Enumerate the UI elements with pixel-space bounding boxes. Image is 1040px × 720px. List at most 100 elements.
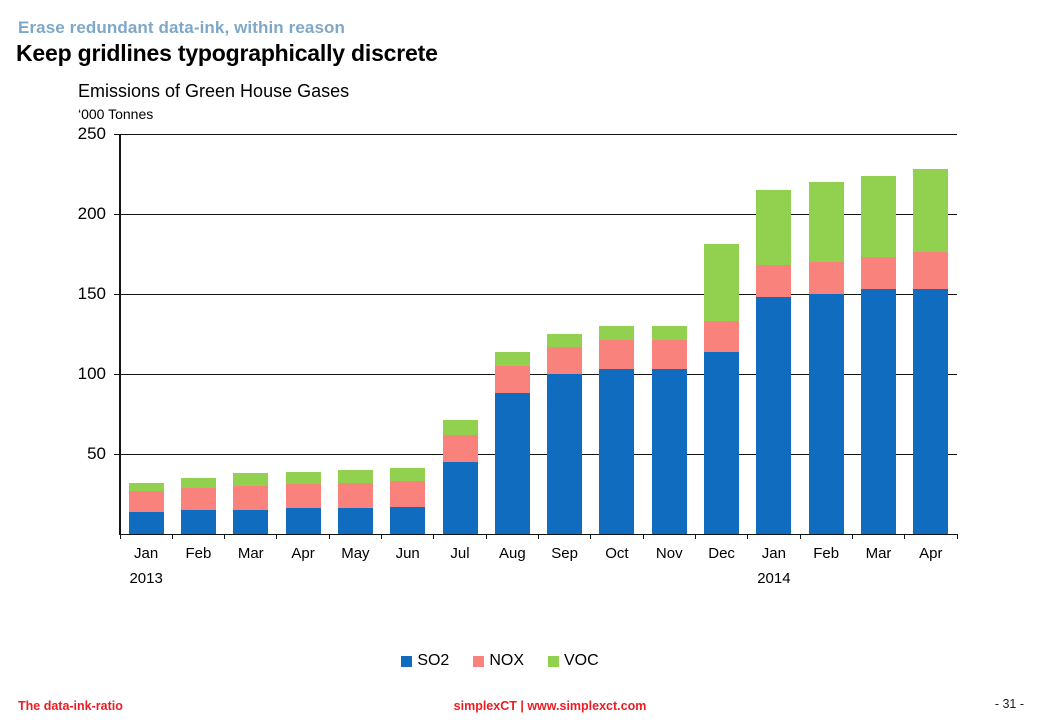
- bar-segment-nox: [233, 485, 269, 510]
- x-axis-tick: [747, 534, 749, 539]
- x-axis-tick: [642, 534, 644, 539]
- y-axis-tick: [114, 453, 120, 455]
- x-axis-label-feb-1: Feb: [185, 545, 212, 562]
- bar-segment-nox: [913, 252, 949, 290]
- bar-segment-nox: [390, 481, 426, 507]
- x-axis-label-aug-7: Aug: [498, 545, 526, 562]
- bar-segment-so2: [128, 511, 164, 534]
- bar-segment-nox: [704, 321, 740, 352]
- x-axis-tick: [381, 534, 383, 539]
- legend-label-nox: NOX: [489, 652, 524, 669]
- y-axis-tick: [114, 133, 120, 135]
- x-axis-label-feb-13: Feb: [813, 545, 840, 562]
- legend-label-so2: SO2: [417, 652, 450, 669]
- gridline-50: [120, 453, 957, 455]
- y-axis-tick: [114, 373, 120, 375]
- gridline-250: [120, 133, 957, 135]
- bar-segment-so2: [704, 351, 740, 534]
- x-axis-label-apr-15: Apr: [919, 545, 943, 562]
- bar-may-4: [337, 470, 373, 534]
- bar-segment-so2: [756, 297, 792, 534]
- x-axis-tick: [328, 534, 330, 539]
- bar-segment-nox: [756, 265, 792, 298]
- bar-sep-8: [547, 334, 583, 534]
- bar-segment-voc: [756, 190, 792, 266]
- bar-segment-nox: [861, 257, 897, 290]
- legend-swatch-so2: [401, 655, 413, 667]
- y-axis-tick: [114, 293, 120, 295]
- x-axis-label-nov-10: Nov: [655, 545, 683, 562]
- bar-segment-voc: [180, 478, 216, 488]
- bar-segment-voc: [233, 473, 269, 486]
- x-axis-tick: [694, 534, 696, 539]
- y-axis-tick: [114, 213, 120, 215]
- bar-segment-so2: [442, 461, 478, 534]
- gridline-150: [120, 293, 957, 295]
- chart-plot-area: [120, 133, 957, 534]
- gridline-200: [120, 213, 957, 215]
- x-axis-label-may-4: May: [341, 545, 370, 562]
- bar-mar-2: [233, 473, 269, 534]
- bar-segment-voc: [547, 334, 583, 347]
- x-axis-label-jan-0: Jan: [134, 545, 159, 562]
- bar-oct-9: [599, 326, 635, 534]
- bar-segment-voc: [913, 169, 949, 253]
- x-axis-tick: [276, 534, 278, 539]
- y-axis-label-250: 250: [77, 124, 106, 143]
- slide-title: Keep gridlines typographically discrete: [16, 40, 438, 66]
- x-axis-label-jan-12: Jan: [761, 545, 786, 562]
- bar-segment-nox: [808, 262, 844, 294]
- bar-segment-voc: [861, 175, 897, 258]
- x-axis-tick: [485, 534, 487, 539]
- bar-feb-1: [180, 478, 216, 534]
- y-axis-line: [119, 134, 121, 535]
- y-axis-label-100: 100: [77, 364, 106, 383]
- bar-mar-14: [861, 175, 897, 534]
- y-axis-label-150: 150: [77, 284, 106, 303]
- legend-label-voc: VOC: [564, 652, 599, 669]
- bar-segment-voc: [337, 470, 373, 483]
- x-axis-tick: [433, 534, 435, 539]
- bar-segment-so2: [808, 294, 844, 534]
- bar-segment-so2: [390, 506, 426, 534]
- x-axis-tick: [590, 534, 592, 539]
- x-axis-tick: [799, 534, 801, 539]
- bar-segment-so2: [599, 369, 635, 534]
- bar-feb-13: [808, 182, 844, 534]
- x-axis-label-mar-2: Mar: [237, 545, 264, 562]
- bar-segment-nox: [494, 365, 530, 394]
- bar-jan-12: [756, 190, 792, 534]
- bar-segment-nox: [285, 484, 321, 509]
- x-axis-label-oct-9: Oct: [605, 545, 629, 562]
- bar-nov-10: [651, 326, 687, 534]
- gridline-100: [120, 373, 957, 375]
- y-axis-label-50: 50: [87, 444, 106, 463]
- page-number: - 31 -: [994, 697, 1024, 711]
- bar-segment-so2: [337, 508, 373, 534]
- bar-segment-nox: [337, 482, 373, 509]
- x-axis-label-mar-14: Mar: [865, 545, 892, 562]
- legend-item-nox: NOX: [473, 652, 524, 670]
- bar-segment-voc: [808, 182, 844, 262]
- bar-segment-voc: [704, 244, 740, 322]
- bar-dec-11: [704, 244, 740, 534]
- x-axis-tick: [851, 534, 853, 539]
- year-label-2013: 2013: [129, 570, 163, 587]
- bar-segment-voc: [494, 351, 530, 366]
- bar-segment-voc: [390, 468, 426, 482]
- x-axis-tick: [119, 534, 121, 539]
- chart-units-label: ‘000 Tonnes: [78, 106, 154, 122]
- footer-brand: simplexCT | www.simplexct.com: [453, 699, 647, 713]
- bar-segment-so2: [913, 289, 949, 534]
- bar-segment-voc: [285, 471, 321, 485]
- bar-apr-15: [913, 169, 949, 534]
- year-label-2014: 2014: [757, 570, 791, 587]
- bar-segment-so2: [494, 393, 530, 534]
- legend-swatch-nox: [473, 655, 485, 667]
- bar-segment-so2: [233, 509, 269, 534]
- legend-swatch-voc: [548, 655, 559, 667]
- bar-segment-nox: [442, 434, 478, 462]
- x-axis-label-dec-11: Dec: [708, 545, 735, 562]
- bar-segment-voc: [651, 326, 687, 341]
